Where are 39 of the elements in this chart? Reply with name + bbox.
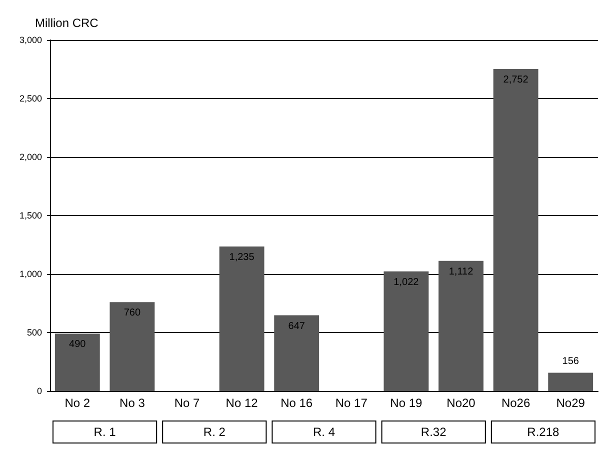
y-tick-label: 2,500 xyxy=(19,94,42,104)
y-tick-label: 0 xyxy=(36,386,42,396)
x-tick-label: No 17 xyxy=(335,396,368,410)
x-tick-label: No 19 xyxy=(390,396,423,410)
x-tick-label: No 3 xyxy=(120,396,146,410)
x-tick-label: No 16 xyxy=(280,396,313,410)
y-tick-label: 1,500 xyxy=(19,210,42,220)
y-tick-label: 3,000 xyxy=(19,35,42,45)
y-axis-title: Million CRC xyxy=(35,16,99,30)
bar xyxy=(548,372,594,391)
bar xyxy=(110,302,155,391)
text: R. 4 xyxy=(312,425,336,439)
bar xyxy=(438,260,484,391)
text: R. 2 xyxy=(203,425,226,439)
bar xyxy=(274,315,320,391)
data-label: 156 xyxy=(562,356,580,368)
data-label: 1,022 xyxy=(394,276,420,288)
x-tick-label: No 7 xyxy=(174,396,200,410)
data-label: 647 xyxy=(288,320,306,332)
bar xyxy=(493,69,538,391)
x-tick-label: No 12 xyxy=(226,396,258,410)
text: R.32 xyxy=(420,425,447,439)
bar xyxy=(54,334,100,391)
y-tick-label: 2,000 xyxy=(19,152,42,162)
x-tick-label: No20 xyxy=(446,396,476,410)
x-tick-label: No26 xyxy=(501,396,530,410)
text: R. 1 xyxy=(94,425,116,439)
x-tick-label: No29 xyxy=(556,396,586,410)
data-label: 1,112 xyxy=(448,266,474,278)
text: R.218 xyxy=(527,425,560,439)
data-label: 2,752 xyxy=(503,74,529,86)
y-tick-label: 500 xyxy=(26,328,42,338)
x-tick-label: No 2 xyxy=(64,396,90,410)
data-label: 1,235 xyxy=(229,252,255,264)
data-label: 490 xyxy=(69,339,86,350)
bar xyxy=(219,246,264,391)
data-label: 760 xyxy=(124,308,141,319)
bar xyxy=(384,271,429,391)
y-tick-label: 1,000 xyxy=(19,269,42,279)
